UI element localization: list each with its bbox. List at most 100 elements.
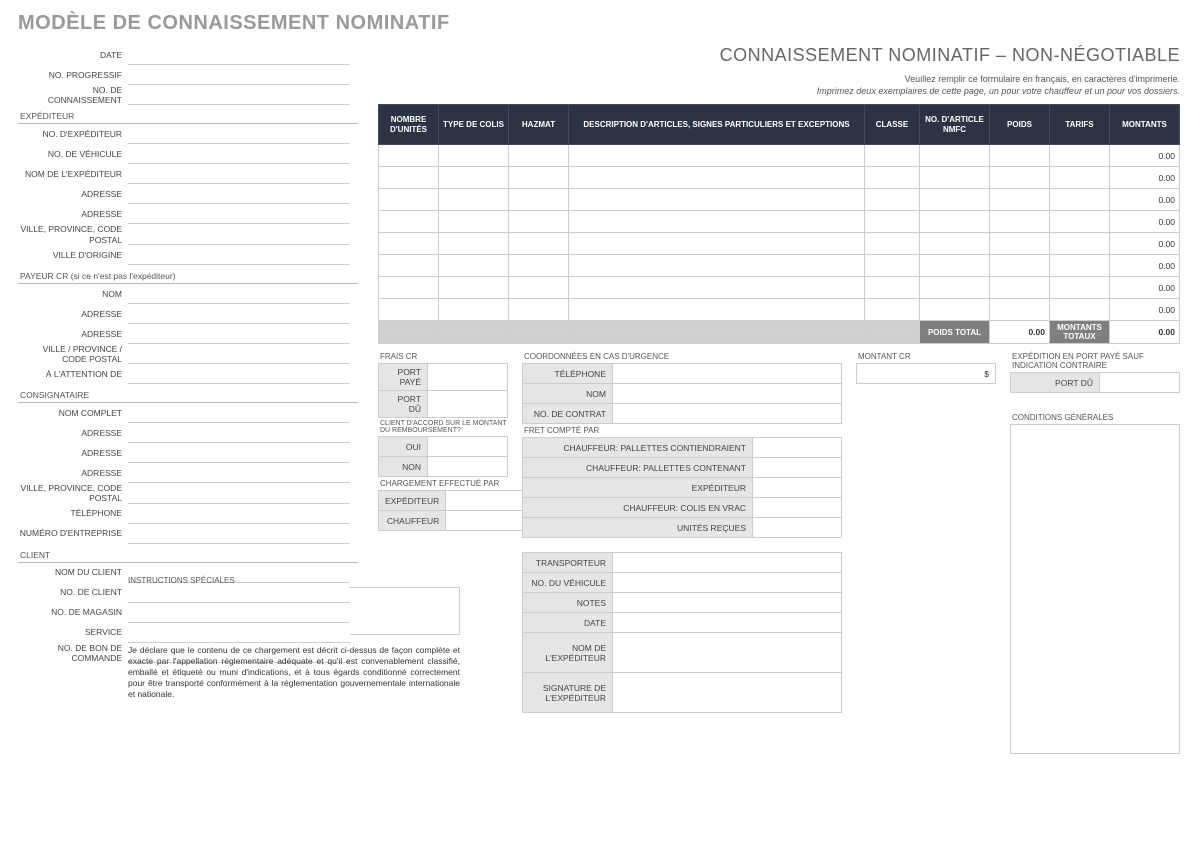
items-cell[interactable]: [509, 167, 569, 189]
items-cell[interactable]: [990, 277, 1050, 299]
items-cell[interactable]: [1050, 255, 1110, 277]
field-input[interactable]: [128, 45, 350, 65]
items-cell[interactable]: [379, 277, 439, 299]
items-cell[interactable]: [439, 145, 509, 167]
items-cell[interactable]: 0.00: [1110, 277, 1180, 299]
items-cell[interactable]: [379, 167, 439, 189]
items-cell[interactable]: [990, 255, 1050, 277]
items-cell[interactable]: [439, 233, 509, 255]
transport-value[interactable]: [613, 673, 842, 713]
field-input[interactable]: [128, 623, 350, 643]
field-input[interactable]: [128, 504, 350, 524]
items-cell[interactable]: [439, 255, 509, 277]
items-cell[interactable]: [920, 145, 990, 167]
mini-value[interactable]: [753, 458, 842, 478]
field-input[interactable]: [128, 324, 350, 344]
items-cell[interactable]: [920, 299, 990, 321]
items-cell[interactable]: [1050, 167, 1110, 189]
items-cell[interactable]: [379, 255, 439, 277]
items-cell[interactable]: [865, 277, 920, 299]
transport-value[interactable]: [613, 573, 842, 593]
items-cell[interactable]: 0.00: [1110, 167, 1180, 189]
items-cell[interactable]: 0.00: [1110, 233, 1180, 255]
items-cell[interactable]: [1050, 233, 1110, 255]
items-cell[interactable]: [1050, 299, 1110, 321]
field-input[interactable]: [128, 224, 350, 244]
field-input[interactable]: [128, 304, 350, 324]
field-input[interactable]: [128, 583, 350, 603]
transport-value[interactable]: [613, 593, 842, 613]
items-cell[interactable]: [865, 145, 920, 167]
items-cell[interactable]: [439, 211, 509, 233]
mini-value[interactable]: [446, 491, 526, 511]
items-cell[interactable]: [990, 189, 1050, 211]
mini-value[interactable]: [428, 437, 508, 457]
items-cell[interactable]: [569, 255, 865, 277]
mini-value[interactable]: [428, 391, 508, 418]
items-cell[interactable]: [920, 277, 990, 299]
items-cell[interactable]: [865, 167, 920, 189]
mini-value[interactable]: [753, 478, 842, 498]
items-cell[interactable]: [865, 189, 920, 211]
items-cell[interactable]: [569, 145, 865, 167]
items-cell[interactable]: [1050, 145, 1110, 167]
mini-value[interactable]: [753, 498, 842, 518]
transport-value[interactable]: [613, 633, 842, 673]
field-input[interactable]: [128, 65, 350, 85]
items-cell[interactable]: [569, 277, 865, 299]
items-cell[interactable]: [439, 299, 509, 321]
items-cell[interactable]: [865, 299, 920, 321]
mini-value[interactable]: [428, 364, 508, 391]
field-input[interactable]: [128, 483, 350, 503]
transport-value[interactable]: [613, 613, 842, 633]
field-input[interactable]: [128, 423, 350, 443]
items-cell[interactable]: [990, 145, 1050, 167]
items-cell[interactable]: 0.00: [1110, 299, 1180, 321]
field-input[interactable]: [128, 403, 350, 423]
items-cell[interactable]: [509, 233, 569, 255]
items-cell[interactable]: 0.00: [1110, 255, 1180, 277]
items-cell[interactable]: [509, 299, 569, 321]
items-cell[interactable]: 0.00: [1110, 189, 1180, 211]
field-input[interactable]: [128, 364, 350, 384]
items-cell[interactable]: [865, 211, 920, 233]
field-input[interactable]: [128, 443, 350, 463]
items-cell[interactable]: [379, 233, 439, 255]
mini-value[interactable]: [613, 404, 842, 424]
items-cell[interactable]: [379, 145, 439, 167]
field-input[interactable]: [128, 85, 350, 105]
items-cell[interactable]: [509, 255, 569, 277]
items-cell[interactable]: [1050, 277, 1110, 299]
items-cell[interactable]: [569, 167, 865, 189]
items-cell[interactable]: [920, 167, 990, 189]
items-cell[interactable]: [920, 255, 990, 277]
items-cell[interactable]: [990, 211, 1050, 233]
mini-value[interactable]: [753, 518, 842, 538]
items-cell[interactable]: 0.00: [1110, 145, 1180, 167]
conditions-box[interactable]: [1010, 424, 1180, 754]
mini-value[interactable]: [613, 364, 842, 384]
field-input[interactable]: [128, 344, 350, 364]
port-du-input[interactable]: [1100, 373, 1180, 393]
items-cell[interactable]: [920, 211, 990, 233]
items-cell[interactable]: [509, 189, 569, 211]
items-cell[interactable]: [990, 233, 1050, 255]
items-cell[interactable]: [379, 211, 439, 233]
field-input[interactable]: [128, 524, 350, 544]
items-cell[interactable]: [439, 167, 509, 189]
items-cell[interactable]: [509, 277, 569, 299]
items-cell[interactable]: [379, 299, 439, 321]
field-input[interactable]: [128, 144, 350, 164]
items-cell[interactable]: [1050, 211, 1110, 233]
mini-value[interactable]: [428, 457, 508, 477]
items-cell[interactable]: [865, 255, 920, 277]
field-input[interactable]: [128, 164, 350, 184]
items-cell[interactable]: [990, 167, 1050, 189]
field-input[interactable]: [128, 603, 350, 623]
items-cell[interactable]: [439, 277, 509, 299]
items-cell[interactable]: [509, 145, 569, 167]
items-cell[interactable]: [379, 189, 439, 211]
field-input[interactable]: [128, 124, 350, 144]
montant-cr-value[interactable]: $: [857, 364, 996, 384]
items-cell[interactable]: [920, 189, 990, 211]
